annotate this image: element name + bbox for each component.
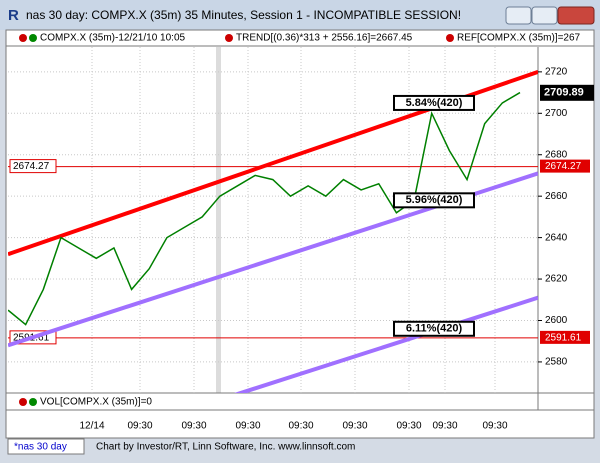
legend-dot: [19, 34, 27, 42]
reference-label: 2591.61: [545, 333, 582, 344]
x-tick-label: 09:30: [482, 421, 507, 432]
legend-entry: COMPX.X (35m)-12/21/10 10:05: [40, 33, 186, 44]
annotation-label: 5.84%(420): [406, 97, 463, 109]
x-tick-label: 09:30: [432, 421, 457, 432]
reference-label: 2674.27: [545, 161, 582, 172]
annotation-box: [393, 94, 475, 111]
x-tick-label: 09:30: [342, 421, 367, 432]
price-line: [8, 91, 521, 326]
legend-dot: [29, 398, 37, 406]
reference-label: 2674.27: [13, 161, 50, 172]
annotation-label: 6.11%(420): [406, 323, 463, 335]
reference-label-box: [9, 159, 57, 174]
annotation-label: 5.96%(420): [406, 194, 463, 206]
window-title: nas 30 day: COMPX.X (35m) 35 Minutes, Se…: [26, 8, 461, 22]
x-tick-label: 09:30: [288, 421, 313, 432]
legend-dot: [19, 398, 27, 406]
title-bar: [0, 0, 600, 30]
x-tick-label: 09:30: [181, 421, 206, 432]
session-highlight: [216, 47, 221, 393]
y-tick-label: 2640: [545, 232, 568, 243]
legend-dot: [446, 34, 454, 42]
y-tick-label: 2700: [545, 108, 568, 119]
credit: Chart by Investor/RT, Linn Software, Inc…: [96, 442, 355, 453]
app-icon: R: [8, 7, 19, 24]
legend-entry: TREND[(0.36)*313 + 2556.16]=2667.45: [236, 33, 413, 44]
legend-dot: [29, 34, 37, 42]
close-button[interactable]: [557, 6, 595, 25]
x-tick-label: 09:30: [396, 421, 421, 432]
x-tick-label: 09:30: [235, 421, 260, 432]
annotation-box: [393, 192, 475, 209]
tab-label[interactable]: *nas 30 day: [14, 442, 67, 453]
x-tick-label: 09:30: [127, 421, 152, 432]
legend-entry: REF[COMPX.X (35m)]=267: [457, 33, 581, 44]
legend-dot: [225, 34, 233, 42]
y-tick-label: 2660: [545, 191, 568, 202]
y-tick-label: 2580: [545, 357, 568, 368]
chart-tab[interactable]: [7, 438, 85, 455]
y-tick-label: 2620: [545, 274, 568, 285]
reference-label-box: [540, 330, 590, 344]
reference-label-box: [540, 159, 590, 173]
x-tick-label: 12/14: [79, 421, 104, 432]
y-tick-label: 2720: [545, 67, 568, 78]
y-tick-label: 2600: [545, 315, 568, 326]
last-price-label: 2709.89: [544, 87, 584, 99]
maximize-button[interactable]: [531, 6, 558, 25]
chart-pane: [5, 29, 595, 439]
volume-label: VOL[COMPX.X (35m)]=0: [40, 397, 152, 408]
minimize-button[interactable]: [505, 6, 532, 25]
annotation-box: [393, 320, 475, 337]
y-tick-label: 2680: [545, 149, 568, 160]
last-price-box: [540, 84, 594, 101]
